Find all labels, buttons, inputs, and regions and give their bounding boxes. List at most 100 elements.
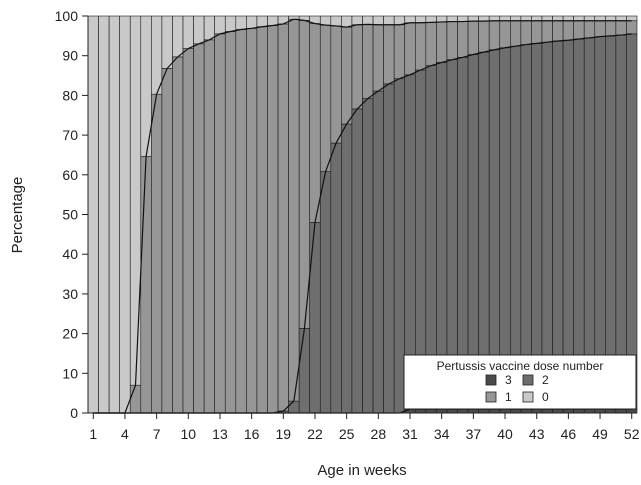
bar-segment-dose-0-week-29	[383, 15, 395, 26]
bar-segment-dose-1-week-20	[288, 18, 300, 402]
bar-segment-dose-1-week-32	[414, 22, 427, 71]
bar-segment-dose-1-week-26	[351, 24, 363, 110]
x-tick-label: 25	[339, 426, 355, 442]
x-tick-label: 34	[434, 426, 450, 442]
legend-swatch-2	[522, 374, 534, 386]
bar-segment-dose-2-week-27	[362, 98, 374, 414]
bar-segment-dose-1-week-37	[467, 20, 479, 55]
x-tick-label: 4	[121, 426, 129, 442]
legend-title: Pertussis vaccine dose number	[437, 359, 604, 373]
bar-segment-dose-2-week-52	[626, 33, 638, 410]
bar-segment-dose-0-week-11	[193, 15, 205, 45]
bar-segment-dose-1-week-41	[510, 20, 522, 47]
bar-segment-dose-2-week-47	[573, 38, 585, 410]
bar-segment-dose-0-week-27	[362, 15, 374, 25]
bar-segment-dose-1-week-16	[246, 28, 258, 414]
bar-segment-dose-0-week-13	[214, 15, 226, 35]
bar-segment-dose-0-week-26	[351, 15, 363, 26]
bar-segment-dose-2-week-24	[330, 142, 342, 414]
bar-segment-dose-2-week-51	[615, 34, 627, 410]
bar-segment-dose-0-week-36	[457, 15, 469, 22]
bar-segment-dose-0-week-51	[615, 15, 627, 22]
bar-segment-dose-1-week-44	[541, 20, 553, 43]
bar-segment-dose-1-week-21	[298, 20, 311, 329]
bar-segment-dose-0-week-42	[520, 15, 532, 22]
bar-segment-dose-0-week-45	[552, 15, 564, 22]
bar-segment-dose-0-week-33	[425, 15, 437, 23]
x-tick-label: 28	[371, 426, 387, 442]
bar-segment-dose-0-week-7	[151, 15, 163, 95]
bar-segment-dose-1-week-17	[256, 26, 268, 414]
bar-segment-dose-0-week-18	[267, 15, 279, 26]
x-tick-label: 22	[307, 426, 323, 442]
bar-segment-dose-1-week-12	[203, 39, 215, 414]
legend-swatch-1	[485, 391, 497, 403]
x-tick-label: 37	[466, 426, 482, 442]
bar-segment-dose-1-week-9	[172, 56, 184, 414]
bar-segment-dose-2-week-43	[531, 43, 543, 410]
bar-segment-dose-2-week-28	[372, 90, 384, 414]
bar-segment-dose-1-week-49	[594, 20, 606, 37]
bar-segment-dose-0-week-28	[372, 15, 384, 26]
bar-segment-dose-1-week-11	[193, 43, 205, 414]
bar-segment-dose-2-week-50	[605, 35, 617, 410]
y-tick-label: 50	[62, 207, 78, 223]
bar-segment-dose-0-week-15	[235, 15, 247, 30]
y-tick-label: 10	[62, 365, 78, 381]
legend-items: 3 2 1 0	[485, 373, 549, 404]
bar-segment-dose-1-week-13	[214, 33, 226, 414]
x-tick-label: 19	[276, 426, 292, 442]
bar-segment-dose-0-week-1	[87, 15, 99, 414]
bar-segment-dose-0-week-24	[330, 15, 342, 27]
bar-segment-dose-0-week-47	[573, 15, 585, 22]
bar-segment-dose-0-week-52	[626, 15, 638, 22]
x-tick-label: 13	[212, 426, 228, 442]
bar-segment-dose-2-week-49	[594, 36, 606, 410]
bar-segment-dose-1-week-8	[161, 68, 173, 414]
bar-segment-dose-1-week-23	[319, 24, 332, 172]
bar-segment-dose-1-week-24	[330, 25, 342, 144]
bar-segment-dose-1-week-30	[393, 24, 406, 80]
bar-segment-dose-2-week-46	[562, 39, 574, 410]
bar-segment-dose-0-week-38	[478, 15, 490, 22]
bar-segment-dose-0-week-30	[393, 15, 406, 26]
bar-segment-dose-0-week-10	[182, 15, 194, 49]
bar-segment-dose-1-week-27	[362, 24, 374, 99]
bar-segment-dose-0-week-25	[341, 15, 353, 28]
bar-segment-dose-1-week-52	[626, 20, 638, 35]
bar-segment-dose-1-week-25	[341, 26, 353, 125]
bar-segment-dose-1-week-46	[562, 20, 574, 41]
bar-segment-dose-1-week-6	[140, 156, 152, 414]
bar-segment-dose-0-week-5	[129, 15, 142, 386]
bar-segment-dose-2-week-42	[520, 44, 532, 410]
bar-segment-dose-1-week-7	[151, 93, 163, 414]
bar-segment-dose-2-week-48	[583, 37, 596, 410]
bar-segment-dose-0-week-12	[203, 15, 215, 41]
legend-swatch-0	[522, 391, 534, 403]
bar-segment-dose-1-week-35	[446, 21, 458, 60]
bar-segment-dose-2-week-23	[319, 171, 332, 414]
x-tick-label: 16	[244, 426, 260, 442]
bar-segment-dose-0-week-43	[531, 15, 543, 22]
bar-segment-dose-0-week-39	[488, 15, 501, 22]
y-tick-label: 100	[55, 8, 79, 24]
bar-segment-dose-0-week-44	[541, 15, 553, 22]
x-tick-label: 10	[181, 426, 197, 442]
bar-segment-dose-0-week-31	[404, 15, 416, 24]
bar-segment-dose-1-week-42	[520, 20, 532, 45]
x-tick-label: 52	[624, 426, 640, 442]
bar-segment-dose-1-week-40	[499, 20, 511, 49]
bar-segment-dose-0-week-40	[499, 15, 511, 22]
bar-segment-dose-1-week-10	[182, 48, 194, 414]
bar-segment-dose-1-week-33	[425, 22, 437, 66]
bar-segment-dose-0-week-35	[446, 15, 458, 22]
bar-segment-dose-1-week-28	[372, 24, 384, 92]
y-tick-label: 40	[62, 246, 78, 262]
bar-segment-dose-0-week-37	[467, 15, 479, 22]
bar-segment-dose-2-week-29	[383, 83, 395, 414]
bar-segment-dose-0-week-41	[510, 15, 522, 22]
bar-segment-dose-1-week-22	[309, 23, 321, 223]
y-tick-label: 30	[62, 286, 78, 302]
